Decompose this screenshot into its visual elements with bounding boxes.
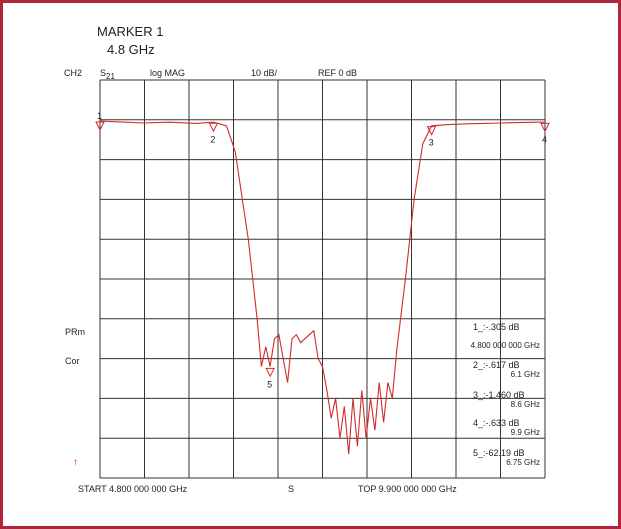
span-label: S — [288, 484, 295, 494]
marker-readout-frequency: 6.75 GHz — [506, 458, 540, 467]
marker-3-label: 3 — [429, 138, 434, 148]
cor-label: Cor — [65, 356, 80, 366]
marker-1-label: 1 — [97, 111, 102, 121]
prm-label: PRm — [65, 327, 85, 337]
marker-5-label: 5 — [267, 379, 272, 389]
marker-readout-value: 2_:-.617 dB — [473, 360, 520, 370]
channel-label: CH2 — [64, 68, 83, 78]
format-label: log MAG — [150, 68, 186, 78]
up-arrow-icon: ↑ — [73, 457, 78, 468]
marker-2-triangle — [208, 122, 219, 133]
marker-5-triangle — [265, 367, 275, 378]
start-frequency: START 4.800 000 000 GHz — [78, 484, 188, 494]
marker-readout-frequency: 9.9 GHz — [510, 428, 540, 437]
marker-2-label: 2 — [210, 134, 215, 144]
marker-readout-value: 1_:-.305 dB — [473, 322, 520, 332]
marker-readout-frequency: 6.1 GHz — [510, 370, 540, 379]
marker-title: MARKER 1 — [97, 24, 164, 39]
marker-readout-frequency: 4.800 000 000 GHz — [470, 341, 540, 350]
marker-layer: 1 2 3 4 5 — [95, 111, 550, 389]
marker-readout-value: 3_:-1.460 dB — [473, 390, 525, 400]
marker-readout-value: 4_:-.633 dB — [473, 418, 520, 428]
marker-readout-frequency: 8.6 GHz — [510, 400, 540, 409]
marker-4-label: 4 — [542, 134, 547, 144]
marker-4-triangle — [540, 122, 550, 133]
stop-frequency: TOP 9.900 000 000 GHz — [358, 484, 457, 494]
marker-3-triangle — [426, 126, 437, 136]
scale-label: 10 dB/ — [251, 68, 278, 78]
marker-readout-value: 5_:-62.19 dB — [473, 448, 525, 458]
reference-label: REF 0 dB — [318, 68, 358, 78]
trace-line — [99, 120, 545, 455]
marker-1-triangle — [95, 121, 105, 132]
marker-frequency: 4.8 GHz — [107, 42, 155, 57]
trace-s21 — [99, 120, 545, 455]
parameter-label: S21 — [100, 68, 115, 81]
